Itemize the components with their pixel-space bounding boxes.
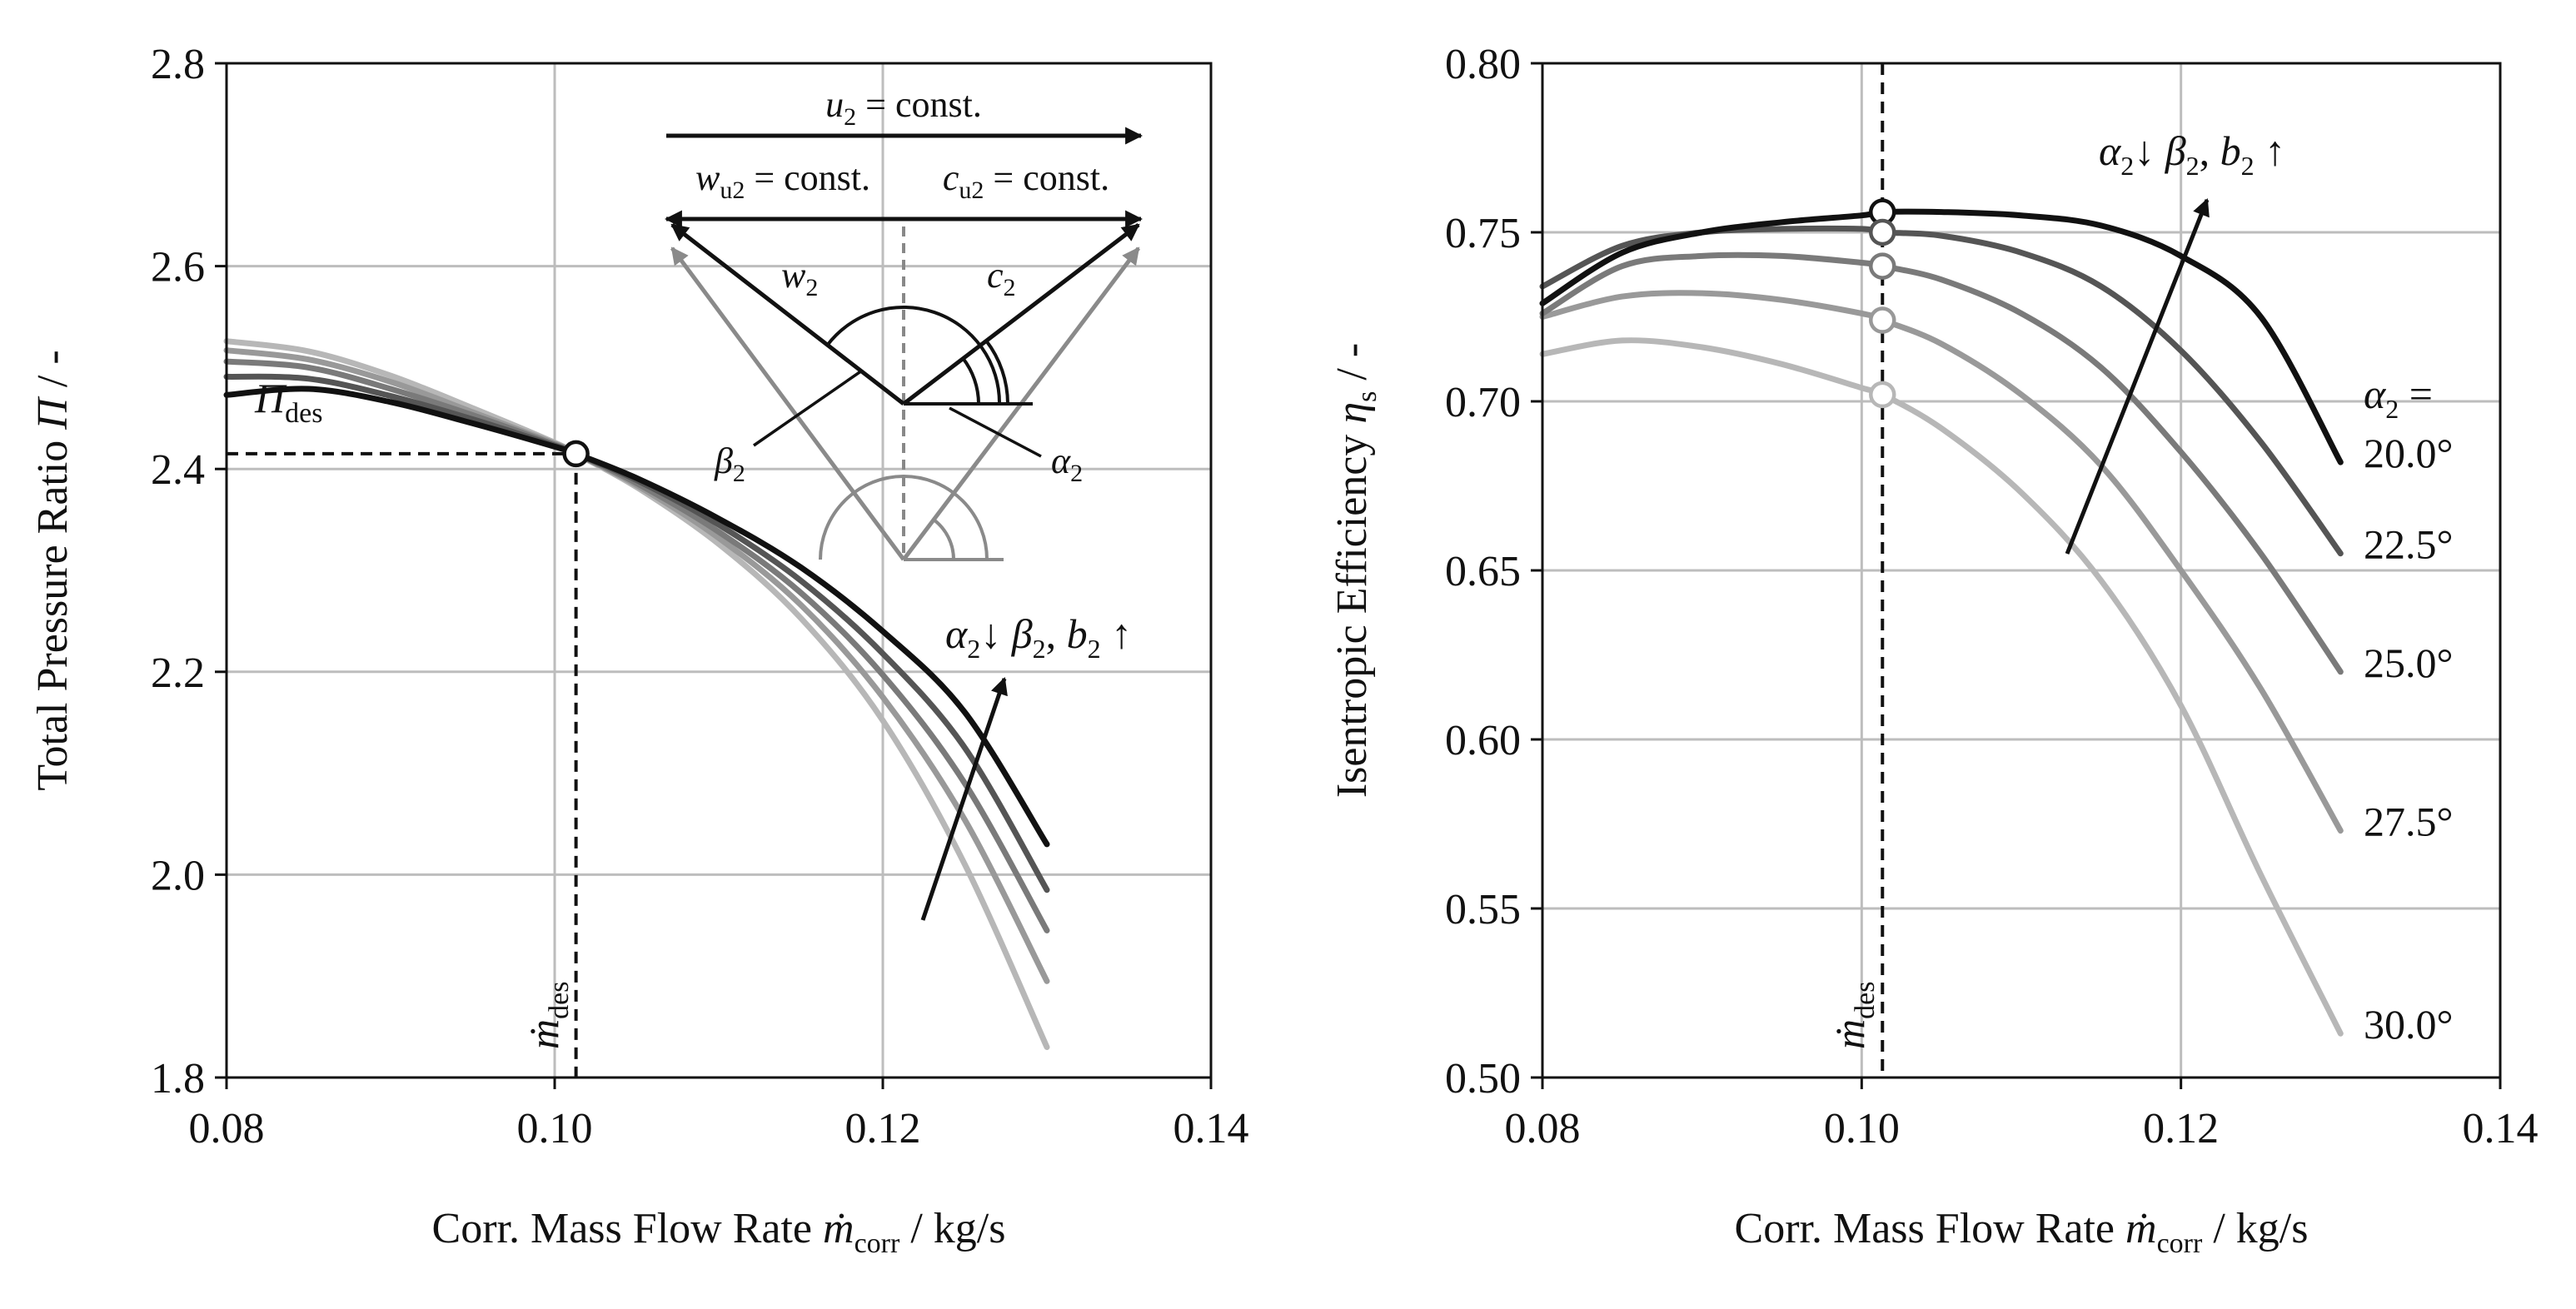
left-y-tick-4: 2.6 bbox=[151, 244, 205, 291]
left-x-tick-1: 0.10 bbox=[517, 1105, 593, 1152]
right-trend-label: α2↓ β2, b2 ↑ bbox=[2099, 127, 2285, 181]
left-x-tick-2: 0.12 bbox=[845, 1105, 921, 1152]
gray-alpha-arc bbox=[932, 518, 955, 560]
right-y-tick-4: 0.70 bbox=[1445, 379, 1521, 426]
right-x-tick-3: 0.14 bbox=[2463, 1105, 2539, 1152]
design-marker-3 bbox=[1869, 306, 1896, 334]
right-x-tick-2: 0.12 bbox=[2143, 1105, 2219, 1152]
left-trend-arrow bbox=[920, 677, 1008, 921]
left-gridlines bbox=[225, 62, 1213, 1079]
right-y-tick-1: 0.55 bbox=[1445, 886, 1521, 933]
legend-header: α2 = bbox=[2364, 371, 2433, 424]
left-design-guides bbox=[227, 451, 578, 1078]
cu2-label: cu2 = const. bbox=[943, 157, 1109, 204]
design-marker-1 bbox=[1869, 218, 1896, 246]
series-label-0: 20.0° bbox=[2364, 430, 2454, 476]
right-x-tick-1: 0.10 bbox=[1824, 1105, 1900, 1152]
c2-arrow bbox=[902, 223, 1140, 406]
w2-label: w2 bbox=[781, 255, 818, 301]
left-y-axis-title: Total Pressure Ratio Π / - bbox=[29, 350, 77, 790]
left-x-tick-3: 0.14 bbox=[1173, 1105, 1249, 1152]
right-trend-arrow bbox=[2065, 198, 2210, 555]
left-design-marker-group bbox=[562, 440, 590, 468]
w2-gray-arrow bbox=[670, 246, 906, 561]
w2-arrow bbox=[670, 223, 905, 406]
right-series-labels: 20.0° 22.5° 25.0° 27.5° 30.0° bbox=[2364, 430, 2454, 1048]
right-y-tick-3: 0.65 bbox=[1445, 548, 1521, 595]
series-label-4: 30.0° bbox=[2364, 1001, 2454, 1048]
black-beta-arc bbox=[825, 306, 1002, 405]
left-y-tick-0: 1.8 bbox=[151, 1055, 205, 1102]
right-x-tick-0: 0.08 bbox=[1505, 1105, 1581, 1152]
series-label-1: 22.5° bbox=[2364, 521, 2454, 568]
left-x-axis-title: Corr. Mass Flow Rate ṁcorr / kg/s bbox=[432, 1205, 1006, 1259]
velocity-triangle-inset: u2 = const. wu2 = const. cu2 = const. w2… bbox=[664, 84, 1144, 561]
left-tick-labels: 0.08 0.10 0.12 0.14 1.8 2.0 2.2 2.4 2.6 2.8 bbox=[151, 41, 1249, 1152]
left-y-tick-2: 2.2 bbox=[151, 650, 205, 697]
u2-label: u2 = const. bbox=[825, 84, 982, 131]
left-series-group bbox=[223, 338, 1050, 1050]
design-point-marker bbox=[562, 440, 590, 468]
black-alpha-arc-outer bbox=[984, 339, 1009, 405]
right-series-line-4 bbox=[1539, 337, 2344, 1037]
right-y-axis-title: Isentropic Efficiency ηs / - bbox=[1328, 343, 1383, 798]
alpha2-label: α2 bbox=[1051, 440, 1083, 487]
pressure-ratio-chart: 0.08 0.10 0.12 0.14 1.8 2.0 2.2 2.4 2.6 2.8 Total… bbox=[29, 41, 1249, 1259]
efficiency-chart: 0.08 0.10 0.12 0.14 0.50 0.55 0.60 0.65 0.70 0.75… bbox=[1328, 41, 2539, 1259]
right-series-line-3 bbox=[1539, 290, 2344, 834]
right-series-line-2 bbox=[1539, 251, 2344, 675]
right-x-axis-title: Corr. Mass Flow Rate ṁcorr / kg/s bbox=[1735, 1205, 2309, 1259]
right-series-group bbox=[1539, 208, 2344, 1037]
left-series-line-0 bbox=[223, 386, 1050, 848]
right-y-tick-5: 0.75 bbox=[1445, 210, 1521, 257]
series-label-3: 27.5° bbox=[2364, 799, 2454, 845]
c2-label: c2 bbox=[987, 255, 1016, 301]
right-design-markers bbox=[1869, 198, 1896, 409]
left-y-tick-1: 2.0 bbox=[151, 852, 205, 899]
left-y-tick-5: 2.8 bbox=[151, 41, 205, 88]
alpha2-leader bbox=[949, 406, 1042, 458]
m-des-label-left: ṁdes bbox=[521, 982, 575, 1049]
right-series-line-0 bbox=[1539, 208, 2344, 465]
right-y-tick-0: 0.50 bbox=[1445, 1055, 1521, 1102]
m-des-label-right: ṁdes bbox=[1826, 982, 1881, 1049]
right-y-tick-6: 0.80 bbox=[1445, 41, 1521, 88]
right-y-tick-2: 0.60 bbox=[1445, 717, 1521, 764]
left-series-line-2 bbox=[223, 358, 1050, 933]
black-alpha-arc-inner bbox=[961, 356, 980, 405]
left-x-tick-0: 0.08 bbox=[189, 1105, 265, 1152]
design-marker-2 bbox=[1869, 252, 1896, 280]
left-y-tick-3: 2.4 bbox=[151, 446, 205, 494]
left-plot-frame bbox=[225, 62, 1213, 1079]
pi-des-label: Πdes bbox=[254, 375, 322, 429]
series-label-2: 25.0° bbox=[2364, 640, 2454, 686]
right-tick-labels: 0.08 0.10 0.12 0.14 0.50 0.55 0.60 0.65 0.70 0.75… bbox=[1445, 41, 2539, 1152]
beta2-leader bbox=[753, 369, 863, 447]
design-marker-4 bbox=[1869, 381, 1896, 409]
wu2-label: wu2 = const. bbox=[695, 157, 870, 204]
left-trend-label: α2↓ β2, b2 ↑ bbox=[945, 610, 1132, 664]
beta2-label: β2 bbox=[714, 440, 745, 487]
gray-beta-arc bbox=[819, 475, 989, 560]
